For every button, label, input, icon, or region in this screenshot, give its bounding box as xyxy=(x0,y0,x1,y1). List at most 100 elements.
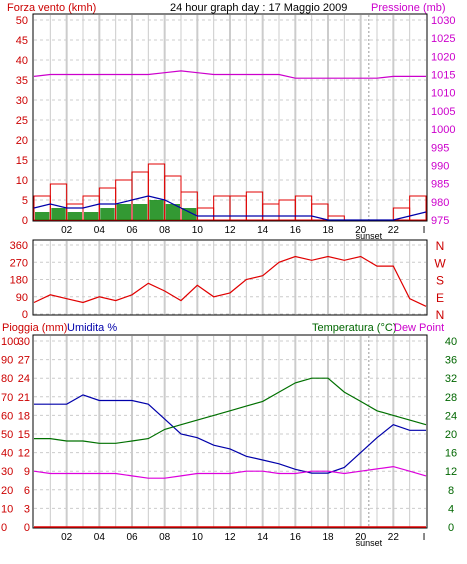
x-tick-label: 20 xyxy=(355,225,367,236)
x-tick-label: 04 xyxy=(94,532,106,543)
humidity-axis-title: Umidita % xyxy=(67,322,117,334)
direction-compass-letter: W xyxy=(434,256,446,270)
rain-y-tick-label: 18 xyxy=(18,410,30,422)
humidity-y-tick-label: 10 xyxy=(1,503,13,515)
x-tick-end: I xyxy=(423,225,426,236)
wind-bar xyxy=(409,195,427,221)
temperature-y-tick-label: 28 xyxy=(445,392,457,404)
pressure-y-tick-label: 990 xyxy=(431,160,449,172)
x-tick-end: I xyxy=(423,532,426,543)
temperature-y-tick-label: 20 xyxy=(445,429,457,441)
rain-y-tick-label: 3 xyxy=(24,503,30,515)
pressure-y-tick-label: 1015 xyxy=(431,70,455,82)
x-tick-label: 22 xyxy=(388,225,400,236)
x-tick-label: 16 xyxy=(290,532,302,543)
humidity-y-tick-label: 90 xyxy=(1,355,13,367)
x-tick-label: 08 xyxy=(159,225,171,236)
temperature-y-tick-label: 8 xyxy=(448,485,454,497)
gust-bar xyxy=(182,208,197,220)
rain-y-tick-label: 15 xyxy=(18,429,30,441)
pressure-y-tick-label: 1000 xyxy=(431,124,455,136)
x-tick-label: 12 xyxy=(224,225,236,236)
x-tick-label: 16 xyxy=(290,225,302,236)
pressure-y-tick-label: 1025 xyxy=(431,33,455,45)
pressure-y-tick-label: 980 xyxy=(431,197,449,209)
page-title: 24 hour graph day : 17 Maggio 2009 xyxy=(170,2,347,14)
gust-bar xyxy=(51,208,66,220)
direction-y-tick-label: 270 xyxy=(10,257,28,269)
temperature-y-tick-label: 36 xyxy=(445,355,457,367)
wind-axis-title: Forza vento (kmh) xyxy=(7,2,96,14)
pressure-y-tick-label: 1030 xyxy=(431,15,455,27)
wind-y-tick-label: 40 xyxy=(16,55,28,67)
x-tick-label: 12 xyxy=(224,532,236,543)
wind-y-tick-label: 5 xyxy=(22,195,28,207)
humidity-y-tick-label: 70 xyxy=(1,392,13,404)
humidity-y-tick-label: 40 xyxy=(1,448,13,460)
wind-y-tick-label: 0 xyxy=(22,215,28,227)
temperature-axis-title: Temperatura (°C) xyxy=(312,322,396,334)
x-tick-label: 06 xyxy=(126,532,138,543)
pressure-axis-title: Pressione (mb) xyxy=(371,2,446,14)
wind-y-tick-label: 30 xyxy=(16,95,28,107)
humidity-y-tick-label: 50 xyxy=(1,429,13,441)
rain-y-tick-label: 24 xyxy=(18,373,30,385)
dewpoint-series-line xyxy=(33,465,427,479)
pressure-y-tick-label: 995 xyxy=(431,142,449,154)
gust-bar xyxy=(116,204,131,220)
x-tick-label: 10 xyxy=(192,532,204,543)
rain-y-tick-label: 9 xyxy=(24,466,30,478)
wind-y-tick-label: 35 xyxy=(16,75,28,87)
sunset-label: sunset xyxy=(356,538,383,548)
x-tick-label: 06 xyxy=(126,225,138,236)
x-tick-label: 18 xyxy=(322,532,334,543)
x-tick-label: 08 xyxy=(159,532,171,543)
pressure-y-tick-label: 1005 xyxy=(431,106,455,118)
humidity-y-tick-label: 80 xyxy=(1,373,13,385)
temperature-y-tick-label: 40 xyxy=(445,336,457,348)
temperature-series-line xyxy=(34,377,427,444)
wind-average-line xyxy=(33,195,427,221)
gust-bar xyxy=(165,204,180,220)
gust-bar xyxy=(100,208,115,220)
direction-compass-letter: N xyxy=(436,308,445,322)
x-tick-label: 02 xyxy=(61,225,73,236)
temperature-y-tick-label: 24 xyxy=(445,410,457,422)
direction-y-tick-label: 90 xyxy=(16,292,28,304)
wind-bar xyxy=(311,203,329,221)
dewpoint-axis-title: Dew Point xyxy=(394,322,444,334)
wind-y-tick-label: 20 xyxy=(16,135,28,147)
temperature-y-tick-label: 16 xyxy=(445,448,457,460)
rain-axis-title: Pioggia (mm) xyxy=(2,322,67,334)
wind-y-tick-label: 50 xyxy=(16,15,28,27)
humidity-series-line xyxy=(34,394,426,474)
x-tick-label: 14 xyxy=(257,532,269,543)
humidity-y-tick-label: 20 xyxy=(1,485,13,497)
rain-y-tick-label: 6 xyxy=(24,485,30,497)
x-tick-label: 18 xyxy=(322,225,334,236)
direction-compass-letter: S xyxy=(436,274,444,288)
rain-y-tick-label: 12 xyxy=(18,448,30,460)
pressure-y-tick-label: 1020 xyxy=(431,51,455,63)
pressure-y-tick-label: 975 xyxy=(431,215,449,227)
sunset-label: sunset xyxy=(356,231,383,241)
x-tick-label: 02 xyxy=(61,532,73,543)
temperature-y-tick-label: 0 xyxy=(448,522,454,534)
gust-bar xyxy=(149,200,164,220)
gust-bar xyxy=(133,204,148,220)
rain-y-tick-label: 21 xyxy=(18,392,30,404)
x-tick-label: 04 xyxy=(94,225,106,236)
pressure-series-line xyxy=(33,70,426,79)
gust-bar xyxy=(35,212,50,220)
direction-compass-letter: E xyxy=(436,291,444,305)
direction-compass-letter: N xyxy=(436,239,445,253)
humidity-y-tick-label: 30 xyxy=(1,466,13,478)
pressure-y-tick-label: 1010 xyxy=(431,88,455,100)
direction-y-tick-label: 0 xyxy=(22,309,28,321)
pressure-y-tick-label: 985 xyxy=(431,179,449,191)
rain-y-tick-label: 0 xyxy=(24,522,30,534)
temperature-y-tick-label: 4 xyxy=(448,503,454,515)
humidity-y-tick-label: 60 xyxy=(1,410,13,422)
x-tick-label: 10 xyxy=(192,225,204,236)
